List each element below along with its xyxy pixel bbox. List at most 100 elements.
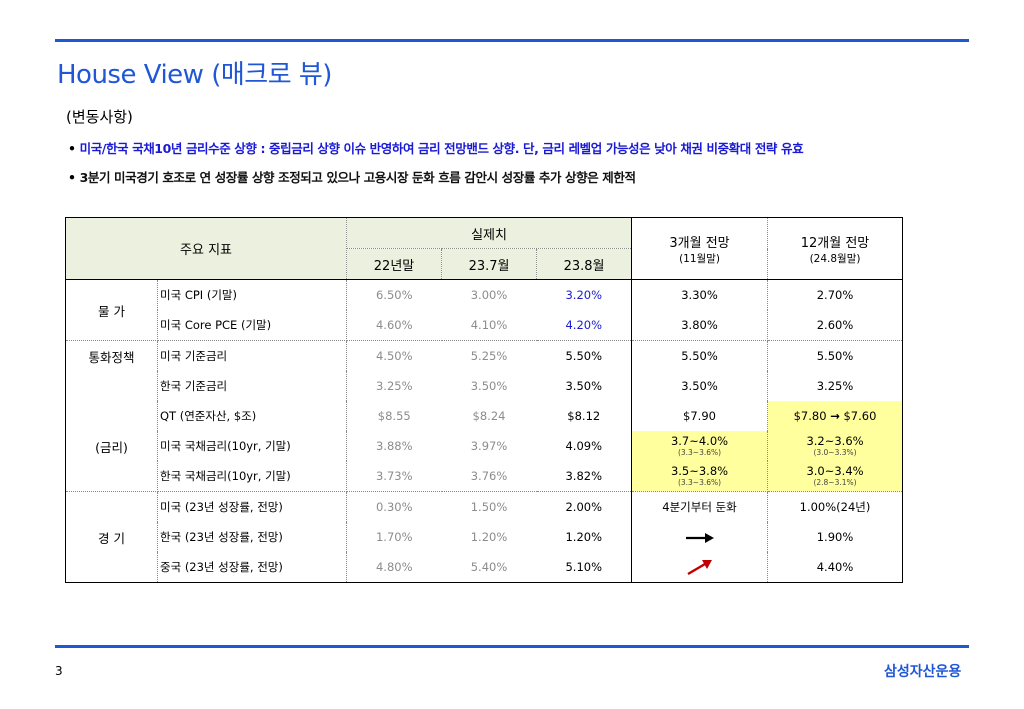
forecast-12m: 4.40% <box>767 552 904 583</box>
header-forecast-3m-sub: (11월말) <box>679 252 720 265</box>
bullet-1-text: 미국/한국 국채10년 금리수준 상향 : 중립금리 상향 이슈 반영하여 금리… <box>79 141 804 156</box>
forecast-12m: 1.90% <box>767 522 904 552</box>
forecast-12m: 5.50% <box>767 340 904 371</box>
forecast-3m: 3.5~3.8% (3.3~3.6%) <box>631 461 769 492</box>
category-rates: (금리) <box>65 431 158 461</box>
value-237: 3.00% <box>470 288 508 302</box>
indicator-name: 미국 CPI (기말) <box>157 279 348 310</box>
value-238: 5.10% <box>536 552 632 583</box>
category-economy: 경 기 <box>65 522 158 552</box>
indicator-name: 미국 (23년 성장률, 전망) <box>157 491 348 522</box>
category-blank <box>65 461 158 492</box>
forecast-3m <box>631 552 769 583</box>
header-forecast-12m-label: 12개월 전망 <box>800 235 870 251</box>
indicator-name: 중국 (23년 성장률, 전망) <box>157 552 348 583</box>
value-237: 3.50% <box>470 379 508 393</box>
value-22: 4.60% <box>346 310 442 341</box>
value-238: 5.50% <box>565 349 603 363</box>
forecast-12m: 2.60% <box>767 310 904 341</box>
forecast-range: 3.2~3.6% <box>806 433 864 448</box>
value-237: 3.97% <box>470 439 508 453</box>
value-238: 3.50% <box>565 379 603 393</box>
header-forecast-12m: 12개월 전망 (24.8월말) <box>767 217 904 280</box>
value-22: 1.70% <box>375 530 413 544</box>
bullet-2-text: 3분기 미국경기 호조로 연 성장률 상향 조정되고 있으나 고용시장 둔화 흐… <box>79 170 636 185</box>
category-blank <box>65 401 158 431</box>
top-rule <box>55 39 969 42</box>
forecast-prev-range: (2.8~3.1%) <box>813 477 857 487</box>
value-238: $8.12 <box>567 409 601 423</box>
category-policy: 통화정책 <box>65 340 158 371</box>
value-22: 0.30% <box>375 500 413 514</box>
forecast-range: 3.0~3.4% <box>806 463 864 478</box>
bullet-dot: • <box>68 170 76 185</box>
qt-forecast-to: $7.60 <box>843 409 877 423</box>
indicator-name: 미국 기준금리 <box>157 340 348 371</box>
qt-forecast-from: $7.80 <box>793 409 827 423</box>
forecast-3m: 5.50% <box>631 340 769 371</box>
header-period-22: 22년말 <box>346 248 443 280</box>
indicator-name: 한국 국채금리(10yr, 기말) <box>157 461 348 492</box>
indicator-name: 미국 국채금리(10yr, 기말) <box>157 431 348 461</box>
value-22: 4.80% <box>346 552 442 583</box>
value-22: 3.88% <box>375 439 413 453</box>
value-22: 3.73% <box>346 461 442 492</box>
header-period-237: 23.7월 <box>441 248 538 280</box>
forecast-3m: 4분기부터 둔화 <box>631 491 769 522</box>
bullet-dot: • <box>68 141 76 156</box>
indicator-name: 미국 Core PCE (기말) <box>157 310 348 341</box>
value-237: 5.25% <box>470 349 508 363</box>
forecast-prev-range: (3.3~3.6%) <box>677 477 722 487</box>
bullet-2: • 3분기 미국경기 호조로 연 성장률 상향 조정되고 있으나 고용시장 둔화 … <box>68 167 636 186</box>
category-price: 물 가 <box>65 279 158 341</box>
category-blank <box>65 552 158 583</box>
forecast-3m: 3.50% <box>631 371 769 401</box>
value-22: 4.50% <box>375 349 413 363</box>
value-237: $8.24 <box>472 409 506 423</box>
header-forecast-3m-label: 3개월 전망 <box>669 235 730 251</box>
bullet-1: • 미국/한국 국채10년 금리수준 상향 : 중립금리 상향 이슈 반영하여 금… <box>68 138 804 157</box>
header-forecast-3m: 3개월 전망 (11월말) <box>631 217 769 280</box>
header-forecast-12m-sub: (24.8월말) <box>809 252 861 265</box>
header-indicator: 주요 지표 <box>64 217 348 280</box>
bottom-rule <box>55 645 969 648</box>
value-238: 1.20% <box>565 530 603 544</box>
header-period-238: 23.8월 <box>536 248 632 280</box>
forecast-range: 3.5~3.8% <box>670 463 729 478</box>
header-actual: 실제치 <box>346 217 632 249</box>
forecast-3m: 3.30% <box>631 279 769 310</box>
value-22: 6.50% <box>375 288 413 302</box>
value-237: 1.50% <box>470 500 508 514</box>
indicator-table: 주요 지표 실제치 3개월 전망 (11월말) 12개월 전망 (24.8월말)… <box>64 217 904 583</box>
forecast-12m: 1.00%(24년) <box>767 491 904 522</box>
section-label: (변동사항) <box>66 108 133 126</box>
value-238: 2.00% <box>565 500 603 514</box>
forecast-prev-range: (3.3~3.6%) <box>677 447 722 457</box>
value-238: 3.20% <box>565 288 603 302</box>
forecast-12m: 3.0~3.4% (2.8~3.1%) <box>767 461 904 492</box>
forecast-3m: 3.80% <box>631 310 769 341</box>
forecast-3m: $7.90 <box>631 401 769 431</box>
forecast-12m: 3.2~3.6% (3.0~3.3%) <box>767 431 904 461</box>
page-number: 3 <box>55 664 63 678</box>
value-238: 4.09% <box>565 439 603 453</box>
forecast-range: 3.7~4.0% <box>670 433 729 448</box>
page-title: House View (매크로 뷰) <box>57 60 332 90</box>
forecast-prev-range: (3.0~3.3%) <box>813 447 857 457</box>
value-237: 3.76% <box>441 461 537 492</box>
category-blank <box>65 371 158 401</box>
value-238: 3.82% <box>536 461 632 492</box>
value-22: 3.25% <box>375 379 413 393</box>
indicator-name: 한국 기준금리 <box>157 371 348 401</box>
up-right-arrow-icon <box>686 560 712 576</box>
forecast-12m: $7.80 → $7.60 <box>767 401 904 431</box>
forecast-3m <box>631 522 769 552</box>
forecast-3m: 3.7~4.0% (3.3~3.6%) <box>631 431 769 461</box>
company-logo-text: 삼성자산운용 <box>884 664 962 680</box>
right-arrow-icon <box>685 532 714 543</box>
value-238: 4.20% <box>536 310 632 341</box>
forecast-12m: 2.70% <box>767 279 904 310</box>
indicator-name: QT (연준자산, $조) <box>157 401 348 431</box>
indicator-name: 한국 (23년 성장률, 전망) <box>157 522 348 552</box>
forecast-12m: 3.25% <box>767 371 904 401</box>
